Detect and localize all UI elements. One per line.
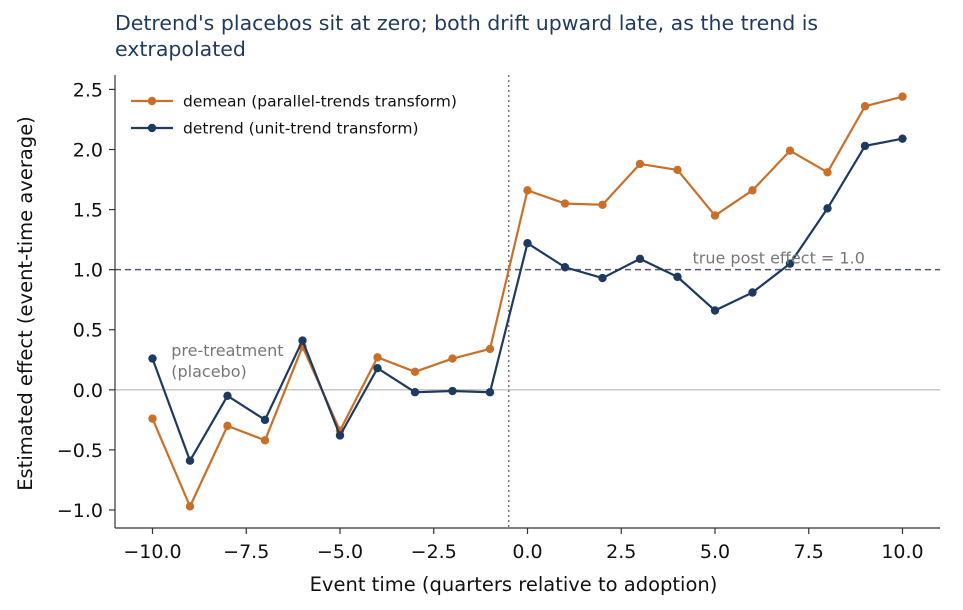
data-point-s1-7 xyxy=(373,353,382,362)
x-tick-label: 10.0 xyxy=(881,541,923,563)
data-point-s2-2 xyxy=(185,456,195,465)
y-tick-label: 2.0 xyxy=(73,139,103,161)
data-point-s1-2 xyxy=(185,502,195,511)
x-tick-label: 2.5 xyxy=(606,541,636,563)
data-point-s2-5 xyxy=(298,336,307,345)
data-point-s2-20 xyxy=(860,141,870,151)
data-point-s2-15 xyxy=(673,272,682,282)
data-point-s2-21 xyxy=(898,134,907,143)
annotation-line: pre-treatment xyxy=(171,341,283,360)
annotation-pre-treatment: pre-treatment (placebo) xyxy=(171,341,283,381)
data-point-s2-10 xyxy=(485,388,495,397)
y-tick-label: 1.0 xyxy=(73,260,103,282)
data-point-s1-4 xyxy=(260,436,270,445)
legend-swatch-marker-2 xyxy=(147,123,157,133)
series-line-1 xyxy=(151,95,903,508)
legend-label-2: detrend (unit-trend transform) xyxy=(183,120,419,138)
data-point-s2-11 xyxy=(523,239,532,248)
data-point-s2-16 xyxy=(710,306,720,315)
x-tick-label: −10.0 xyxy=(123,541,181,563)
data-point-s2-1 xyxy=(148,354,157,363)
data-point-s1-3 xyxy=(223,421,232,431)
annotation-true-effect: true post effect = 1.0 xyxy=(693,249,865,268)
data-point-s2-19 xyxy=(823,204,832,213)
data-point-s2-6 xyxy=(335,431,345,440)
y-tick-label: 1.5 xyxy=(73,200,103,222)
data-point-s1-8 xyxy=(410,367,420,376)
y-axis-label: Estimated effect (event-time average) xyxy=(14,116,37,491)
y-tick-label: 0.5 xyxy=(73,320,103,342)
data-point-s2-14 xyxy=(635,254,645,264)
x-tick-label: 5.0 xyxy=(700,541,730,563)
y-tick-label: 2.5 xyxy=(73,79,103,101)
x-tick-label: −2.5 xyxy=(411,541,457,563)
x-tick-label: −5.0 xyxy=(317,541,363,563)
y-tick-label: 0.0 xyxy=(73,380,103,402)
x-tick-label: 7.5 xyxy=(794,541,824,563)
data-point-s2-18 xyxy=(785,259,795,268)
data-point-s1-13 xyxy=(598,200,607,209)
annotation-line: (placebo) xyxy=(171,362,246,381)
data-point-s1-11 xyxy=(523,186,532,195)
data-point-s2-17 xyxy=(748,288,757,297)
data-point-s1-14 xyxy=(635,159,645,169)
data-point-s1-18 xyxy=(785,146,795,155)
x-axis-label: Event time (quarters relative to adoptio… xyxy=(310,573,718,596)
data-point-s2-12 xyxy=(560,263,570,272)
data-point-s1-9 xyxy=(448,354,457,363)
data-point-s2-7 xyxy=(373,363,382,373)
data-point-s1-12 xyxy=(560,199,570,208)
x-tick-label: 0.0 xyxy=(512,541,542,563)
x-tick-label: −7.5 xyxy=(223,541,269,563)
data-point-s2-4 xyxy=(260,415,270,425)
data-point-s1-19 xyxy=(823,168,832,177)
data-point-s1-1 xyxy=(148,414,157,423)
y-tick-label: −0.5 xyxy=(57,440,103,462)
data-point-s1-17 xyxy=(748,186,757,195)
chart-title: Detrend's placebos sit at zero; both dri… xyxy=(115,11,819,61)
data-point-s1-10 xyxy=(485,344,495,354)
data-point-s2-13 xyxy=(598,273,607,283)
y-tick-label: −1.0 xyxy=(57,500,103,522)
data-point-s2-9 xyxy=(448,386,457,396)
data-point-s2-8 xyxy=(410,388,420,397)
legend-label-1: demean (parallel-trends transform) xyxy=(183,93,457,111)
legend-swatch-marker-1 xyxy=(147,96,157,106)
data-point-s1-16 xyxy=(710,211,720,220)
data-point-s1-15 xyxy=(673,165,682,175)
data-point-s1-21 xyxy=(898,92,907,101)
data-point-s1-20 xyxy=(860,102,870,111)
data-point-s2-3 xyxy=(223,391,232,401)
